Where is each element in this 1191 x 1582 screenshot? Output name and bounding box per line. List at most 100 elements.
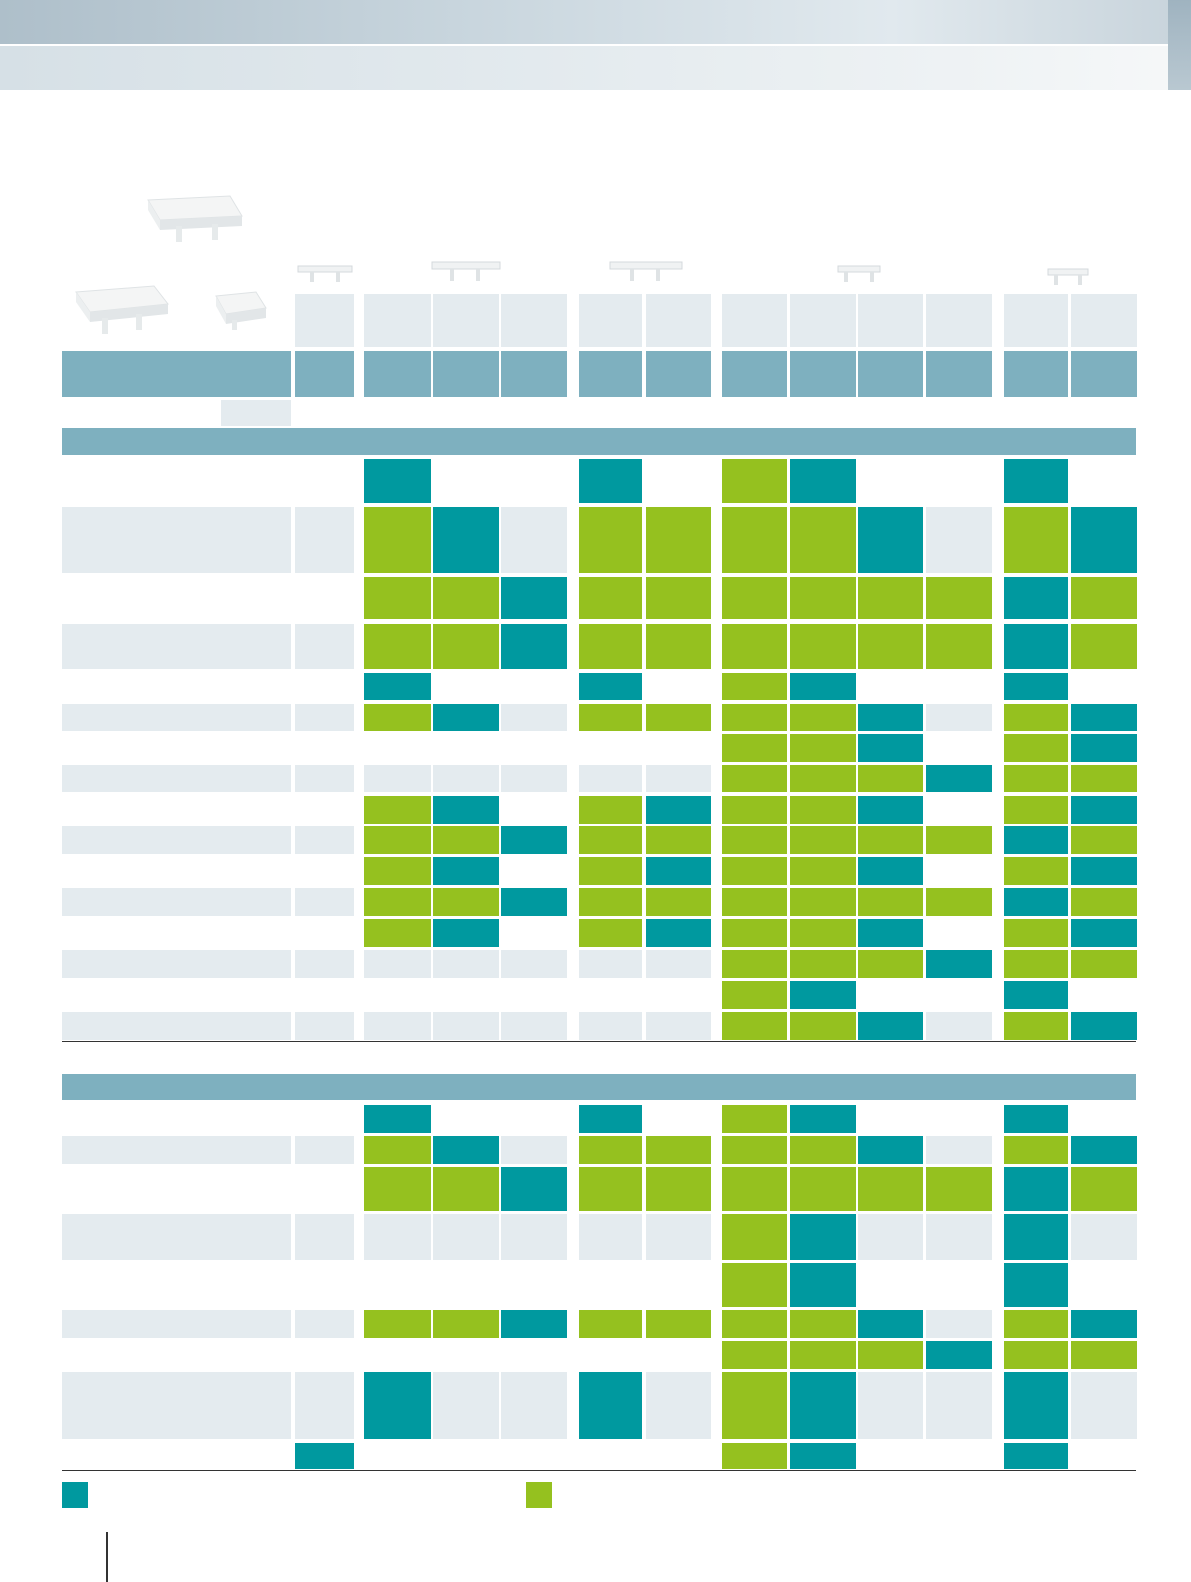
row-value-cell [722,981,787,1009]
section-2-bottom-rule [62,1470,1136,1471]
row-value-cell [722,919,787,947]
row-value-cell [926,624,992,669]
row-value-cell [364,624,431,669]
row-value-cell [579,1136,642,1164]
row-value-cell [1004,1136,1068,1164]
row-value-cell [926,765,992,792]
row-value-cell [1071,1372,1137,1439]
row-value-cell [1004,704,1068,731]
row-value-cell [926,950,992,978]
row-value-cell [1004,673,1068,700]
row-value-cell [646,950,711,978]
row-value-cell [722,459,787,503]
row-value-cell [646,1136,711,1164]
row-value-cell [790,1443,856,1469]
row-value-cell [579,1105,642,1133]
row-value-cell [1071,1136,1137,1164]
row-value-cell [295,888,354,916]
row-value-cell [364,1372,431,1439]
row-value-cell [646,1372,711,1439]
row-value-cell [858,1341,923,1369]
row-value-cell [790,1214,856,1260]
row-value-cell [1004,1263,1068,1307]
column-header-cell [579,351,642,397]
row-value-cell [579,796,642,824]
row-value-cell [579,765,642,792]
row-value-cell [433,1012,499,1040]
row-value-cell [858,1310,923,1338]
row-value-cell [501,1012,567,1040]
row-value-cell [1004,1443,1068,1469]
row-value-cell [433,577,499,619]
row-value-cell [1071,888,1137,916]
row-value-cell [579,1372,642,1439]
row-value-cell [501,624,567,669]
row-value-cell [1004,1310,1068,1338]
row-value-cell [646,857,711,885]
banner-edge-strip [1168,0,1191,90]
subtitle-banner [0,46,1191,90]
end-cap-small-image [215,291,267,330]
row-value-cell [579,1012,642,1040]
row-value-cell [926,1372,992,1439]
row-value-cell [501,577,567,619]
row-value-cell [858,888,923,916]
column-header-cell [1004,351,1068,397]
row-value-cell [433,888,499,916]
row-value-cell [926,1310,992,1338]
row-value-cell [790,765,856,792]
row-value-cell [1004,507,1068,573]
row-value-cell [790,673,856,700]
row-value-cell [579,888,642,916]
column-subheader-cell [1071,294,1137,347]
row-value-cell [364,1167,431,1211]
row-value-cell [501,507,567,573]
row-value-cell [926,577,992,619]
row-value-cell [646,1167,711,1211]
row-value-cell [433,507,499,573]
row-value-cell [433,765,499,792]
row-label-cell [62,1012,291,1040]
row-value-cell [501,950,567,978]
row-value-cell [501,765,567,792]
column-header-cell [790,351,856,397]
row-label-cell [62,950,291,978]
column-header-cell [364,351,431,397]
row-value-cell [858,857,923,885]
row-value-cell [364,888,431,916]
row-value-cell [722,1263,787,1307]
column-header-cell [926,351,992,397]
row-value-cell [790,624,856,669]
row-value-cell [1004,734,1068,762]
row-value-cell [579,826,642,854]
row-value-cell [722,765,787,792]
row-value-cell [364,1214,431,1260]
row-value-cell [579,704,642,731]
row-value-cell [926,1136,992,1164]
row-value-cell [1004,857,1068,885]
row-value-cell [646,704,711,731]
row-value-cell [646,1214,711,1260]
row-value-cell [790,1341,856,1369]
row-value-cell [858,507,923,573]
row-value-cell [364,857,431,885]
row-value-cell [926,1214,992,1260]
row-value-cell [722,507,787,573]
row-value-cell [295,1136,354,1164]
row-label-cell [62,1136,291,1164]
row-value-cell [646,507,711,573]
column-subheader-cell [722,294,787,347]
row-value-cell [790,826,856,854]
row-value-cell [433,704,499,731]
row-value-cell [364,704,431,731]
row-value-cell [926,507,992,573]
row-label-cell [62,624,291,669]
row-value-cell [858,765,923,792]
row-value-cell [722,1167,787,1211]
row-value-cell [858,577,923,619]
column-subheader-cell [1004,294,1068,347]
row-value-cell [858,1012,923,1040]
row-value-cell [646,765,711,792]
row-value-cell [790,888,856,916]
row-value-cell [364,459,431,503]
